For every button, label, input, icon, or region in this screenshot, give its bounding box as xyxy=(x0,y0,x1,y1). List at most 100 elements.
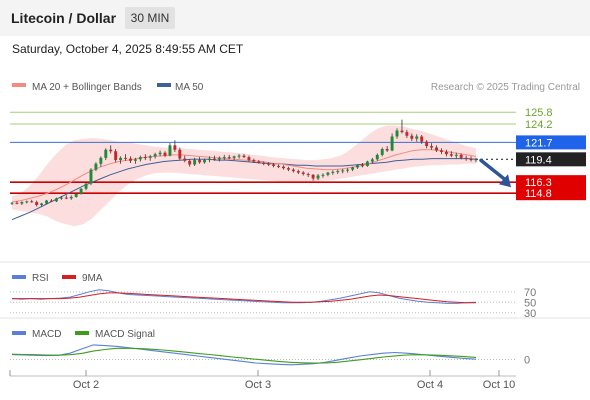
candle-body xyxy=(168,145,172,156)
candle-body xyxy=(173,145,177,150)
candle-body xyxy=(237,155,241,157)
candle-body xyxy=(385,149,389,151)
ma50-line xyxy=(11,158,477,221)
ma50-legend-label: MA 50 xyxy=(175,82,204,93)
candle-body xyxy=(84,183,88,189)
copyright-text: Research © 2025 Trading Central xyxy=(431,82,580,93)
candle-body xyxy=(272,164,276,166)
timeframe-button[interactable]: 30 MIN xyxy=(125,7,175,29)
candle-body xyxy=(79,188,83,194)
candle-body xyxy=(212,158,216,160)
candle-body xyxy=(296,171,300,173)
candle-body xyxy=(430,146,434,148)
rsi-legend-label: RSI xyxy=(32,273,49,284)
candle-body xyxy=(54,198,58,202)
candle-body xyxy=(316,175,320,179)
candle-body xyxy=(444,151,448,155)
macd-legend-label: MACD xyxy=(32,329,61,340)
candle-body xyxy=(109,149,113,152)
candle-body xyxy=(311,174,315,179)
ma20-line xyxy=(11,149,477,203)
candle-body xyxy=(435,147,438,151)
candle-body xyxy=(45,200,49,204)
candle-body xyxy=(153,154,157,157)
candle-body xyxy=(464,157,468,159)
candle-body xyxy=(193,160,197,165)
candle-body xyxy=(178,149,182,159)
candle-body xyxy=(459,154,463,158)
rsi-legend-swatch xyxy=(12,275,26,279)
macd-signal-line xyxy=(11,347,477,364)
candle-body xyxy=(331,171,335,173)
candle-body xyxy=(124,157,127,159)
candle-body xyxy=(410,135,414,139)
macd-signal-legend-label: MACD Signal xyxy=(95,329,155,340)
candle-body xyxy=(247,157,251,161)
macd-level-label: 0 xyxy=(524,354,530,366)
candle-body xyxy=(361,165,364,167)
ma20-legend-label: MA 20 + Bollinger Bands xyxy=(32,82,142,93)
candle-body xyxy=(59,197,63,199)
rsi-ma-legend-swatch xyxy=(62,275,76,279)
current-price-label: 119.4 xyxy=(525,154,552,166)
rsi-level-label: 70 xyxy=(524,287,536,299)
candle-body xyxy=(133,159,137,161)
macd-signal-legend-swatch xyxy=(75,331,89,335)
resistance-level-label: 121.7 xyxy=(525,137,553,149)
candle-body xyxy=(138,157,142,160)
candle-body xyxy=(89,169,93,184)
projection-arrow xyxy=(479,158,508,183)
support-level-label: 114.8 xyxy=(525,188,552,200)
candle-body xyxy=(405,132,409,136)
candle-body xyxy=(232,156,236,158)
macd-line xyxy=(11,344,477,366)
candle-body xyxy=(301,172,305,175)
candle-body xyxy=(114,151,118,161)
candle-body xyxy=(425,141,429,147)
candle-body xyxy=(30,201,34,203)
candle-body xyxy=(469,158,473,161)
current-price-tag xyxy=(516,152,586,167)
header-bar: Litecoin / Dollar 30 MIN xyxy=(0,0,590,36)
candle-body xyxy=(242,155,246,158)
candle-body xyxy=(439,150,443,152)
candle-body xyxy=(20,202,24,204)
candle-body xyxy=(400,130,404,133)
candle-body xyxy=(129,158,132,161)
candle-body xyxy=(50,200,53,202)
x-tick-label: Oct 10 xyxy=(483,379,515,391)
candle-body xyxy=(183,158,187,161)
x-tick-label: Oct 2 xyxy=(73,379,99,391)
candle-body xyxy=(35,202,39,205)
candle-body xyxy=(222,157,226,159)
candle-body xyxy=(163,152,167,156)
candle-body xyxy=(321,174,325,176)
support-level-tag xyxy=(516,186,586,201)
candle-body xyxy=(40,203,44,205)
candle-body xyxy=(158,152,162,155)
candle-body xyxy=(262,163,266,165)
candle-body xyxy=(365,161,369,166)
candle-body xyxy=(64,197,68,199)
candle-body xyxy=(257,161,261,164)
candle-body xyxy=(449,154,453,156)
timestamp: Saturday, October 4, 2025 8:49:55 AM CET xyxy=(12,42,244,56)
instrument-title: Litecoin / Dollar xyxy=(11,10,117,26)
candle-body xyxy=(277,165,281,167)
x-tick-label: Oct 3 xyxy=(245,379,271,391)
candle-body xyxy=(346,169,350,171)
candle-body xyxy=(291,169,295,172)
candle-body xyxy=(104,149,108,158)
projection-arrow-head xyxy=(499,174,511,188)
candle-body xyxy=(474,159,478,161)
x-tick-label: Oct 4 xyxy=(417,379,443,391)
candle-body xyxy=(203,160,206,163)
candle-body xyxy=(69,196,73,199)
candle-body xyxy=(217,157,221,160)
candle-body xyxy=(74,193,78,197)
candle-body xyxy=(390,136,394,151)
candle-body xyxy=(282,166,285,169)
candle-body xyxy=(10,202,14,204)
